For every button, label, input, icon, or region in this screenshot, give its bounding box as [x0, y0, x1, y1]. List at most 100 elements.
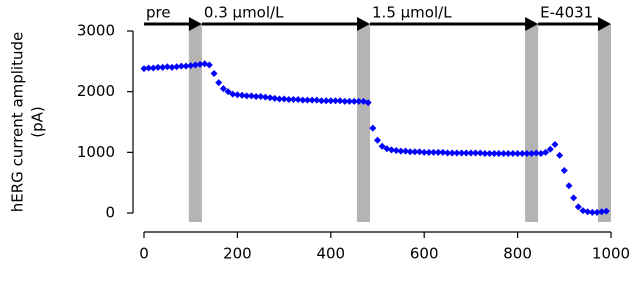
arrow-head — [525, 17, 539, 31]
data-point — [467, 149, 475, 157]
data-point — [598, 208, 606, 216]
shaded-region — [188, 24, 202, 222]
data-point — [378, 142, 386, 150]
data-point — [168, 63, 176, 71]
phase-label: 1.5 μmol/L — [372, 4, 452, 22]
data-point — [215, 79, 223, 87]
data-point — [280, 95, 288, 103]
data-point — [551, 140, 559, 148]
data-point — [556, 151, 564, 159]
data-point — [261, 93, 269, 101]
data-point — [542, 148, 550, 156]
data-point — [331, 97, 339, 105]
data-point — [574, 203, 582, 211]
shaded-region — [597, 24, 611, 222]
data-point — [369, 124, 377, 132]
data-point — [453, 149, 461, 157]
data-point — [210, 69, 218, 77]
data-point — [327, 97, 335, 105]
arrow-head — [188, 17, 202, 31]
data-point — [397, 147, 405, 155]
data-point — [308, 96, 316, 104]
data-point — [514, 150, 522, 158]
data-point — [402, 147, 410, 155]
phase-label: 0.3 μmol/L — [204, 4, 284, 22]
shaded-region — [356, 24, 371, 222]
y-axis-label: hERG current amplitude — [9, 32, 27, 212]
data-point — [275, 95, 283, 103]
data-point — [224, 88, 232, 96]
data-point — [546, 145, 554, 153]
data-point — [472, 149, 480, 157]
data-point — [187, 62, 195, 70]
data-point — [388, 146, 396, 154]
data-point — [154, 63, 162, 71]
data-point — [425, 148, 433, 156]
data-point — [486, 150, 494, 158]
y-tick-label: 2000 — [77, 82, 115, 100]
data-point — [523, 150, 531, 158]
data-point — [173, 63, 181, 71]
data-point — [439, 148, 447, 156]
data-point — [299, 96, 307, 104]
y-tick-label: 1000 — [77, 143, 115, 161]
data-point — [593, 208, 601, 216]
x-tick-label: 600 — [410, 245, 439, 263]
data-point — [317, 97, 325, 105]
data-point — [322, 97, 330, 105]
data-point — [509, 150, 517, 158]
data-point — [476, 149, 484, 157]
data-point — [271, 94, 279, 102]
phase-label: E-4031 — [540, 4, 593, 22]
data-point — [201, 60, 209, 68]
y-tick-label: 0 — [105, 204, 115, 222]
data-point — [528, 150, 536, 158]
data-point — [584, 208, 592, 216]
data-point — [149, 64, 157, 72]
x-tick-label: 400 — [316, 245, 345, 263]
data-point — [406, 148, 414, 156]
data-point — [191, 61, 199, 69]
data-point — [411, 148, 419, 156]
data-point — [233, 91, 241, 99]
data-point — [140, 65, 148, 73]
data-point — [252, 93, 260, 101]
data-point — [345, 97, 353, 105]
arrow-head — [357, 17, 371, 31]
data-point — [266, 94, 274, 102]
data-point — [448, 149, 456, 157]
shaded-region — [525, 24, 539, 222]
arrow-head — [598, 17, 611, 31]
data-point — [458, 149, 466, 157]
data-point — [257, 93, 265, 101]
data-point — [570, 194, 578, 202]
x-tick-label: 0 — [139, 245, 149, 263]
data-point — [588, 208, 596, 216]
data-point — [602, 207, 610, 215]
data-point — [490, 150, 498, 158]
data-point — [416, 148, 424, 156]
x-tick-label: 200 — [223, 245, 252, 263]
data-point — [243, 92, 251, 100]
data-point — [341, 97, 349, 105]
data-point — [303, 96, 311, 104]
data-point — [518, 150, 526, 158]
data-point — [420, 148, 428, 156]
phase-label: pre — [146, 4, 171, 22]
data-point — [247, 92, 255, 100]
data-point — [145, 64, 153, 72]
data-point — [313, 96, 321, 104]
data-point — [560, 167, 568, 175]
data-point — [434, 148, 442, 156]
data-point — [285, 96, 293, 104]
data-point — [177, 62, 185, 70]
data-point — [205, 61, 213, 69]
data-point — [350, 97, 358, 105]
data-point — [219, 85, 227, 93]
data-point — [336, 97, 344, 105]
data-point — [364, 99, 372, 107]
data-point — [462, 149, 470, 157]
data-point — [229, 90, 237, 98]
data-point — [495, 150, 503, 158]
